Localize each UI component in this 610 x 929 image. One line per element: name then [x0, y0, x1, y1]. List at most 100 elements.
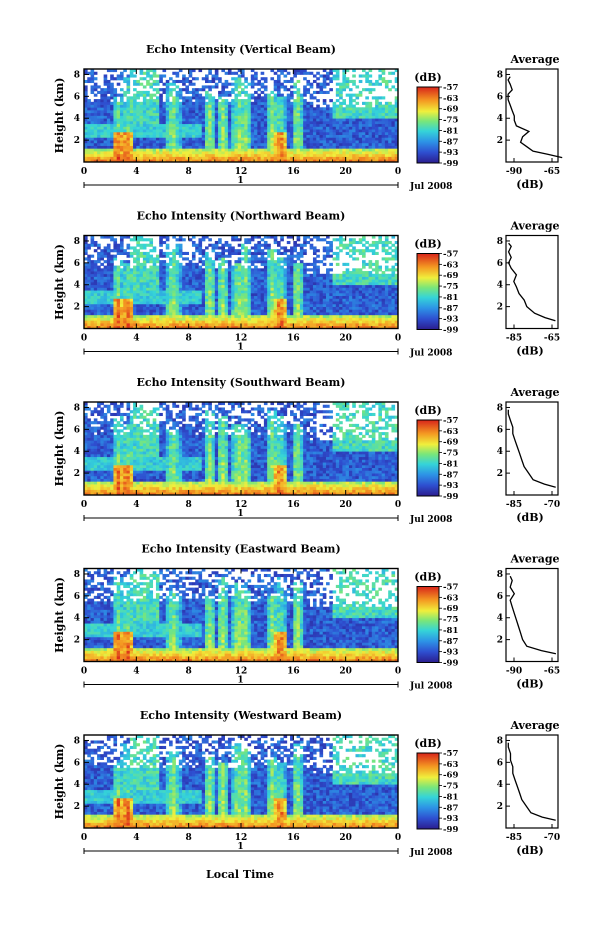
- heatmap-cell: [178, 262, 183, 266]
- heatmap-cell: [273, 123, 278, 127]
- heatmap-cell: [293, 254, 297, 258]
- heatmap-cell: [188, 115, 193, 119]
- heatmap-cell: [260, 260, 265, 264]
- heatmap-cell: [263, 93, 268, 97]
- heatmap-cell: [332, 292, 337, 297]
- heatmap-cell: [263, 112, 268, 116]
- heatmap-cell: [293, 151, 297, 155]
- heatmap-cell: [358, 140, 363, 144]
- heatmap-cell: [201, 284, 206, 288]
- heatmap-cell: [394, 120, 399, 125]
- heatmap-cell: [175, 323, 180, 327]
- heatmap-cell: [254, 101, 258, 105]
- heatmap-cell: [149, 254, 154, 258]
- heatmap-cell: [129, 292, 134, 297]
- heatmap-cell: [276, 85, 281, 89]
- heatmap-cell: [254, 268, 258, 272]
- heatmap-cell: [388, 134, 392, 138]
- heatmap-cell: [270, 303, 275, 307]
- heatmap-cell: [198, 110, 203, 114]
- heatmap-cell: [224, 85, 229, 89]
- heatmap-cell: [87, 159, 91, 163]
- heatmap-cell: [169, 126, 173, 130]
- heatmap-cell: [214, 268, 219, 272]
- heatmap-cell: [191, 317, 196, 321]
- heatmap-cell: [195, 107, 199, 111]
- heatmap-cell: [352, 151, 356, 155]
- heatmap-cell: [149, 306, 154, 310]
- heatmap-cell: [339, 151, 343, 155]
- heatmap-cell: [270, 265, 275, 269]
- heatmap-cell: [319, 90, 324, 94]
- heatmap-cell: [188, 82, 193, 86]
- heatmap-cell: [257, 268, 261, 272]
- heatmap-cell: [335, 88, 340, 92]
- heatmap-cell: [152, 317, 157, 321]
- heatmap-cell: [116, 314, 121, 318]
- heatmap-cell: [116, 303, 121, 307]
- heatmap-cell: [198, 101, 203, 105]
- heatmap-cell: [175, 137, 180, 141]
- heatmap-cell: [155, 126, 160, 130]
- heatmap-cell: [149, 279, 154, 283]
- heatmap-cell: [224, 112, 229, 116]
- heatmap-cell: [218, 148, 222, 152]
- heatmap-cell: [133, 265, 137, 269]
- heatmap-cell: [348, 107, 353, 111]
- heatmap-cell: [100, 142, 104, 146]
- heatmap-cell: [345, 129, 350, 133]
- heatmap-cell: [322, 115, 327, 119]
- heatmap-cell: [286, 120, 291, 125]
- heatmap-cell: [250, 74, 255, 78]
- heatmap-cell: [133, 246, 137, 250]
- heatmap-cell: [159, 271, 163, 275]
- heatmap-cell: [231, 99, 235, 103]
- heatmap-cell: [198, 301, 203, 305]
- heatmap-cell: [290, 254, 294, 258]
- heatmap-cell: [257, 309, 261, 313]
- heatmap-cell: [119, 235, 124, 239]
- heatmap-cell: [250, 79, 255, 84]
- heatmap-cell: [119, 279, 124, 283]
- heatmap-cell: [365, 104, 369, 108]
- heatmap-cell: [365, 115, 369, 119]
- heatmap-cell: [273, 82, 278, 86]
- heatmap-cell: [234, 71, 239, 75]
- heatmap-cell: [149, 74, 154, 78]
- heatmap-cell: [110, 88, 114, 92]
- heatmap-cell: [129, 276, 134, 280]
- heatmap-cell: [172, 276, 176, 280]
- heatmap-cell: [182, 265, 186, 269]
- heatmap-cell: [270, 77, 275, 81]
- heatmap-cell: [195, 243, 199, 247]
- heatmap-cell: [129, 251, 134, 255]
- heatmap-cell: [195, 145, 199, 149]
- heatmap-cell: [231, 156, 235, 160]
- heatmap-cell: [169, 301, 173, 305]
- heatmap-cell: [227, 145, 232, 149]
- heatmap-cell: [205, 292, 209, 297]
- heatmap-cell: [149, 118, 154, 122]
- heatmap-cell: [100, 153, 104, 157]
- heatmap-cell: [87, 145, 91, 149]
- heatmap-cell: [309, 243, 314, 247]
- heatmap-cell: [339, 126, 343, 130]
- heatmap-cell: [208, 131, 212, 135]
- heatmap-cell: [149, 77, 154, 81]
- heatmap-cell: [146, 271, 150, 275]
- heatmap-cell: [322, 295, 327, 299]
- heatmap-cell: [267, 148, 271, 152]
- heatmap-cell: [319, 123, 324, 127]
- heatmap-cell: [152, 301, 157, 305]
- heatmap-cell: [178, 131, 183, 135]
- heatmap-cell: [139, 243, 144, 247]
- heatmap-cell: [84, 145, 88, 149]
- heatmap-cell: [84, 238, 88, 242]
- heatmap-cell: [87, 156, 91, 160]
- heatmap-cell: [178, 246, 183, 250]
- heatmap-cell: [136, 243, 140, 247]
- heatmap-cell: [218, 306, 222, 310]
- heatmap-cell: [273, 115, 278, 119]
- heatmap-cell: [316, 273, 320, 277]
- heatmap-cell: [316, 260, 320, 264]
